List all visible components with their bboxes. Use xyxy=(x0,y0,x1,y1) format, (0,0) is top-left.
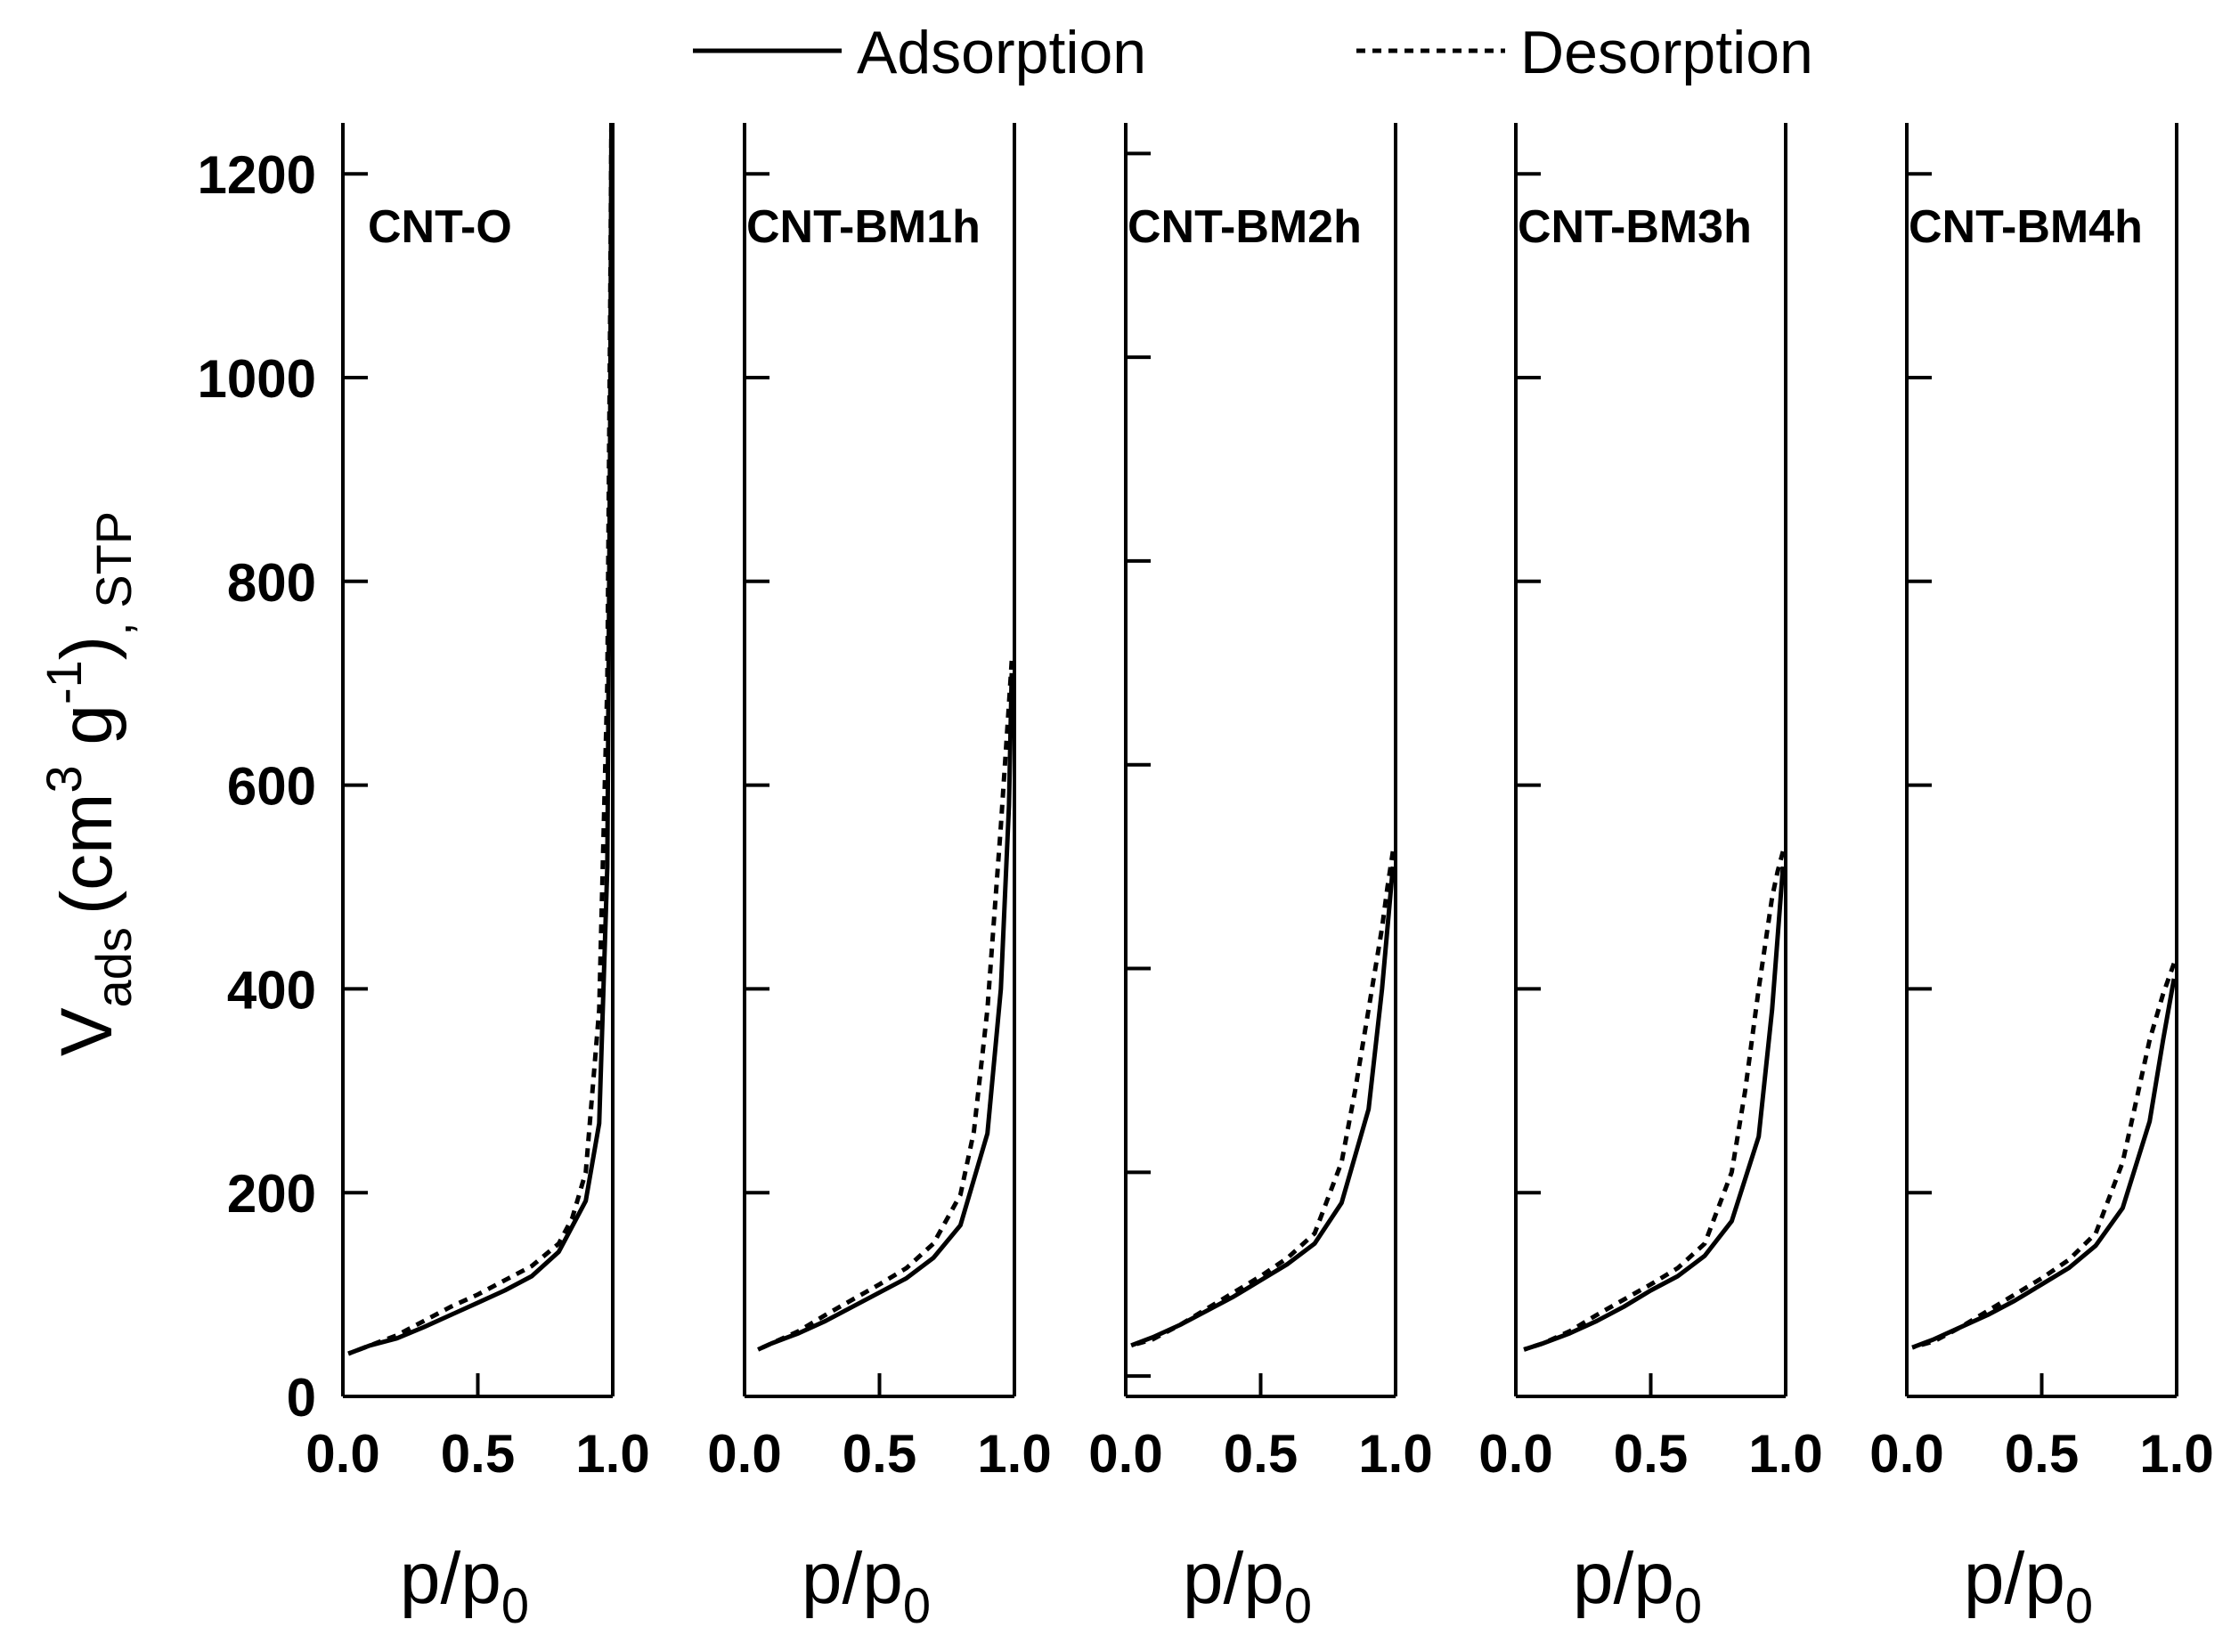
panel-label: CNT-BM3h xyxy=(1518,201,1752,253)
x-axis-title-sub: 0 xyxy=(903,1577,931,1633)
x-tick-label: 0.0 xyxy=(305,1424,379,1484)
panel-label: CNT-BM2h xyxy=(1128,201,1362,253)
desorption-line xyxy=(347,122,614,1356)
y-axis-title: Vads (cm3 g-1), STP xyxy=(36,511,142,1056)
x-axis-title-sub: 0 xyxy=(1674,1577,1702,1633)
y-axis-title-sup2: -1 xyxy=(36,660,92,704)
x-axis-title-main: p/p xyxy=(802,1538,903,1619)
y-tick-label: 800 xyxy=(227,553,316,613)
desorption-line xyxy=(1523,850,1786,1352)
x-axis-title: p/p0 xyxy=(802,1538,931,1633)
y-tick-label: 200 xyxy=(227,1164,316,1224)
x-tick-label: 0.0 xyxy=(1869,1424,1943,1484)
panels: 0.0 0.5 1.0020040060080010001200CNT-Op/p00… xyxy=(198,122,2214,1633)
panel-label: CNT-O xyxy=(368,201,512,253)
adsorption-line xyxy=(757,672,1014,1352)
adsorption-line xyxy=(347,122,614,1356)
adsorption-line xyxy=(1130,866,1396,1348)
legend-adsorption-label: Adsorption xyxy=(857,19,1146,86)
x-axis-title: p/p0 xyxy=(400,1538,529,1633)
y-axis-title-main: V xyxy=(46,1007,127,1056)
y-axis-title-sup1: 3 xyxy=(36,765,92,793)
x-tick-label: 0.5 xyxy=(1614,1424,1688,1484)
x-tick-label: 0.0 xyxy=(707,1424,781,1484)
y-axis-title-sub: ads xyxy=(85,927,142,1007)
panel-4: 0.0 0.5 1.0 CNT-BM3h p/p0 xyxy=(1478,123,1823,1633)
y-tick-label: 1000 xyxy=(198,349,316,409)
x-axis-title: p/p0 xyxy=(1964,1538,2093,1633)
x-tick-label: 0.0 xyxy=(1088,1424,1162,1484)
x-tick-label: 0.5 xyxy=(1224,1424,1298,1484)
y-axis-title-close: ) xyxy=(46,636,127,660)
adsorption-line xyxy=(1911,978,2177,1350)
x-tick-label: 1.0 xyxy=(977,1424,1051,1484)
x-axis-title-sub: 0 xyxy=(2065,1577,2093,1633)
x-axis-title-sub: 0 xyxy=(1284,1577,1312,1633)
y-tick-label: 0 xyxy=(287,1368,316,1428)
x-tick-label: 0.5 xyxy=(2005,1424,2079,1484)
x-axis-title-main: p/p xyxy=(400,1538,501,1619)
y-axis-title-tail: , STP xyxy=(85,511,142,636)
desorption-line xyxy=(1911,962,2177,1350)
y-tick-label: 400 xyxy=(227,960,316,1020)
x-tick-label: 1.0 xyxy=(2139,1424,2213,1484)
x-axis-title-sub: 0 xyxy=(501,1577,529,1633)
y-tick-label: 1200 xyxy=(198,145,316,205)
x-axis-title-main: p/p xyxy=(1573,1538,1674,1619)
panel-label: CNT-BM4h xyxy=(1909,201,2143,253)
x-tick-label: 1.0 xyxy=(1748,1424,1822,1484)
y-axis-title-text: Vads (cm3 g-1), STP xyxy=(36,511,142,1056)
desorption-line xyxy=(757,660,1014,1352)
x-axis-title-main: p/p xyxy=(1964,1538,2065,1619)
desorption-line xyxy=(1130,850,1396,1348)
x-tick-label: 1.0 xyxy=(575,1424,649,1484)
legend: Adsorption Desorption xyxy=(693,19,1813,86)
x-tick-label: 1.0 xyxy=(1358,1424,1432,1484)
x-axis-title-main: p/p xyxy=(1183,1538,1284,1619)
x-axis-title: p/p0 xyxy=(1573,1538,1702,1633)
y-axis-title-units: (cm xyxy=(46,793,127,916)
x-axis-title: p/p0 xyxy=(1183,1538,1312,1633)
x-tick-label: 0.5 xyxy=(843,1424,916,1484)
legend-desorption-label: Desorption xyxy=(1520,19,1813,86)
x-tick-label: 0.0 xyxy=(1478,1424,1552,1484)
x-tick-label: 0.5 xyxy=(441,1424,515,1484)
y-tick-label: 600 xyxy=(227,757,316,817)
panel-2: 0.0 0.5 1.0 CNT-BM1h p/p0 xyxy=(707,123,1052,1633)
panel-label: CNT-BM1h xyxy=(746,201,981,253)
panel-3: 0.0 0.5 1.0 CNT-BM2h p/p0 xyxy=(1088,123,1433,1633)
panel-5: 0.0 0.5 1.0 CNT-BM4h p/p0 xyxy=(1869,123,2214,1633)
y-axis-title-g: g xyxy=(46,704,127,765)
